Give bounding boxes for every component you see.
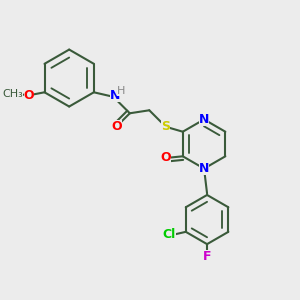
Text: O: O xyxy=(112,120,122,133)
Text: N: N xyxy=(199,162,209,175)
Text: O: O xyxy=(24,89,34,102)
Text: N: N xyxy=(199,113,209,126)
Text: Cl: Cl xyxy=(163,228,176,241)
Text: N: N xyxy=(110,89,120,102)
Text: H: H xyxy=(117,86,125,96)
Text: CH₃: CH₃ xyxy=(2,89,23,99)
Text: O: O xyxy=(160,151,171,164)
Text: S: S xyxy=(161,120,170,133)
Text: F: F xyxy=(203,250,211,262)
